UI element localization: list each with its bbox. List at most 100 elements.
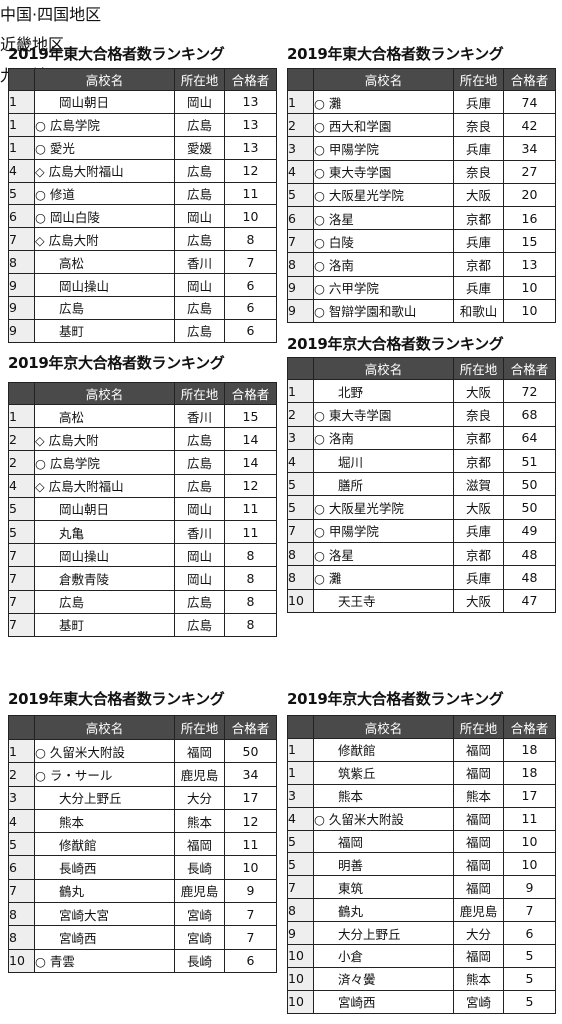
location-cell: 広島 xyxy=(174,158,225,183)
table-row: 1 ○ 愛光 愛媛 13 xyxy=(8,135,277,160)
location-cell: 岡山 xyxy=(174,496,225,521)
count-cell: 10 xyxy=(503,829,556,854)
count-cell: 11 xyxy=(224,832,277,857)
rank-cell: 7 xyxy=(8,543,35,568)
table-row: 10 天王寺 大阪 47 xyxy=(287,588,556,613)
location-cell: 長崎 xyxy=(174,855,225,880)
count-cell: 15 xyxy=(224,403,277,429)
school-cell: ○ 灘 xyxy=(313,565,454,590)
school-cell: ○ 洛南 xyxy=(313,425,454,450)
location-cell: 岡山 xyxy=(174,204,225,229)
rank-cell: 1 xyxy=(8,135,35,160)
header-cell: 高校名 xyxy=(34,715,175,740)
count-cell: 49 xyxy=(503,518,556,544)
school-cell: ○ ラ・サール xyxy=(34,762,175,787)
table-title: 2019年東大合格者数ランキング xyxy=(8,45,225,63)
rank-cell: 1 xyxy=(287,760,314,785)
location-cell: 広島 xyxy=(174,450,225,475)
rank-cell: 4 xyxy=(287,448,314,474)
table-row: 1 高松 香川 15 xyxy=(8,403,277,429)
header-cell: 所在地 xyxy=(453,68,504,91)
count-cell: 5 xyxy=(503,966,556,991)
school-cell: ○ 灘 xyxy=(313,89,454,115)
location-cell: 京都 xyxy=(453,448,504,474)
count-cell: 64 xyxy=(503,425,556,450)
school-cell: 東筑 xyxy=(313,875,454,900)
location-cell: 宮崎 xyxy=(453,989,504,1014)
rank-cell: 8 xyxy=(287,542,314,567)
table-row: 8 ○ 洛南 京都 13 xyxy=(287,252,556,277)
location-cell: 和歌山 xyxy=(453,298,504,323)
school-cell: ○ 広島学院 xyxy=(34,450,175,475)
table-row: 7 基町 広島 8 xyxy=(8,612,277,637)
count-cell: 10 xyxy=(224,855,277,880)
header-cell: 所在地 xyxy=(174,382,225,405)
location-cell: 広島 xyxy=(174,181,225,206)
school-cell: 岡山操山 xyxy=(34,543,175,568)
school-cell: 岡山朝日 xyxy=(34,90,175,114)
school-cell: 基町 xyxy=(34,318,175,343)
count-cell: 50 xyxy=(503,495,556,520)
table-row: 7 ◇ 広島大附 広島 8 xyxy=(8,227,277,252)
school-cell: ○ 洛星 xyxy=(313,542,454,567)
rank-cell: 7 xyxy=(8,612,35,637)
location-cell: 熊本 xyxy=(174,808,225,834)
school-cell: 天王寺 xyxy=(313,588,454,613)
school-cell: ○ 白陵 xyxy=(313,229,454,254)
table-title: 2019年京大合格者数ランキング xyxy=(287,690,504,708)
table-row: 5 明善 福岡 10 xyxy=(287,852,556,877)
rank-cell: 10 xyxy=(287,966,314,991)
location-cell: 京都 xyxy=(453,542,504,567)
header-cell: 高校名 xyxy=(34,68,175,91)
rank-cell: 4 xyxy=(8,473,35,498)
count-cell: 7 xyxy=(224,902,277,927)
school-cell: ○ 大阪星光学院 xyxy=(313,495,454,520)
school-cell: ○ 広島学院 xyxy=(34,112,175,137)
count-cell: 13 xyxy=(224,90,277,114)
table-row: 1 ○ 久留米大附設 福岡 50 xyxy=(8,738,277,764)
rank-cell: 2 xyxy=(8,450,35,475)
location-cell: 兵庫 xyxy=(453,275,504,300)
rank-cell: 8 xyxy=(287,565,314,590)
header-cell xyxy=(8,68,35,91)
school-cell: ○ 甲陽学院 xyxy=(313,136,454,161)
table-row: 7 広島 広島 8 xyxy=(8,589,277,614)
rank-cell: 2 xyxy=(8,427,35,452)
count-cell: 6 xyxy=(224,296,277,320)
count-cell: 10 xyxy=(224,204,277,229)
rank-cell: 5 xyxy=(8,181,35,206)
location-cell: 大阪 xyxy=(453,588,504,613)
location-cell: 奈良 xyxy=(453,159,504,184)
rank-cell: 6 xyxy=(287,205,314,231)
school-cell: ○ 岡山白陵 xyxy=(34,204,175,229)
location-cell: 熊本 xyxy=(453,966,504,991)
count-cell: 17 xyxy=(503,783,556,808)
school-cell: ○ 洛南 xyxy=(313,252,454,277)
rank-cell: 5 xyxy=(287,829,314,854)
count-cell: 20 xyxy=(503,182,556,207)
rank-cell: 5 xyxy=(287,472,314,497)
rank-cell: 1 xyxy=(8,738,35,764)
table-row: 1 岡山朝日 岡山 13 xyxy=(8,90,277,114)
header-cell xyxy=(287,68,314,91)
school-cell: 修猷館 xyxy=(313,738,454,762)
location-cell: 宮崎 xyxy=(174,902,225,927)
table-row: 2 ○ ラ・サール 鹿児島 34 xyxy=(8,762,277,787)
rank-cell: 10 xyxy=(287,588,314,613)
location-cell: 広島 xyxy=(174,318,225,343)
location-cell: 大分 xyxy=(174,785,225,810)
school-cell: 済々黌 xyxy=(313,966,454,991)
header-cell: 合格者 xyxy=(503,68,556,91)
rank-cell: 9 xyxy=(287,298,314,323)
rank-cell: 5 xyxy=(287,852,314,877)
table-row: 3 大分上野丘 大分 17 xyxy=(8,785,277,810)
rank-cell: 3 xyxy=(287,425,314,450)
table-row: 5 修猷館 福岡 11 xyxy=(8,832,277,857)
count-cell: 12 xyxy=(224,473,277,498)
table-row: 3 熊本 熊本 17 xyxy=(287,783,556,808)
rank-cell: 2 xyxy=(287,402,314,427)
table-row: 2 ○ 東大寺学園 奈良 68 xyxy=(287,402,556,427)
location-cell: 熊本 xyxy=(453,783,504,808)
location-cell: 大阪 xyxy=(453,378,504,404)
count-cell: 6 xyxy=(224,273,277,298)
